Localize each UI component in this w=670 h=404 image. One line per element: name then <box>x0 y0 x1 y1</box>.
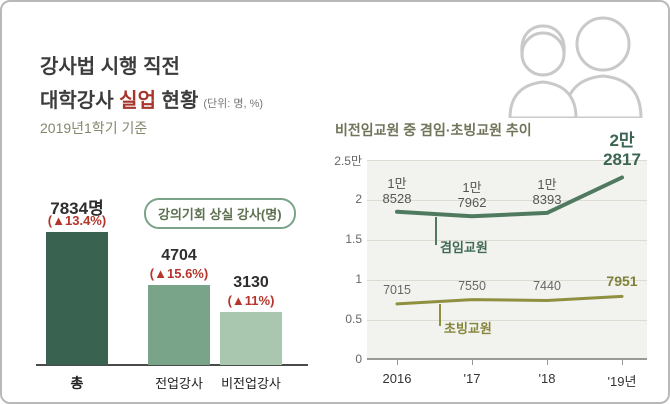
x-tick-label: 2016 <box>382 371 412 386</box>
bar-change: (▲13.4%) <box>47 213 107 228</box>
line-chart-plot-area <box>367 160 647 360</box>
x-tick-label: '19년 <box>607 374 637 389</box>
x-tick-label: '17 <box>463 371 481 386</box>
bar-1 <box>148 285 210 365</box>
series-connector <box>439 304 441 326</box>
series-label-chobing: 초빙교원 <box>444 321 492 336</box>
series-connector <box>435 217 437 245</box>
person-hair-left <box>520 24 566 55</box>
bar-change: (▲15.6%) <box>149 266 209 281</box>
title-part-c: 현황 <box>155 90 199 112</box>
point-label-line: 7962 <box>457 195 487 211</box>
person-head-left <box>520 31 566 77</box>
title-line-2: 대학강사 실업 현황 (단위: 명, %) <box>40 84 263 113</box>
point-label-chobing: 7550 <box>458 278 486 293</box>
bar-2 <box>220 312 282 365</box>
x-tick-label: '18 <box>538 371 556 386</box>
point-label-line: 2만 <box>609 131 635 151</box>
point-label-gyeomim: 1만 8528 <box>357 176 437 206</box>
point-label-line: 1만 <box>462 180 482 196</box>
line-chart-svg <box>367 160 647 321</box>
x-tick-mark <box>622 360 623 365</box>
point-label-chobing: 7440 <box>533 279 561 294</box>
point-label-line: 1만 <box>537 176 557 192</box>
bar-0 <box>46 232 108 365</box>
unit-label: (단위: 명, %) <box>203 98 264 110</box>
title-part-a: 대학강사 <box>40 90 120 112</box>
y-tick-label: 0 <box>355 352 362 366</box>
point-label-line: 1만 <box>387 175 407 191</box>
point-label-chobing: 7015 <box>383 282 411 297</box>
point-label-gyeomim: 1만 7962 <box>432 180 512 210</box>
person-body-left <box>508 80 578 118</box>
callout-box: 강의기회 상실 강사(명) <box>144 198 296 229</box>
bar-value: 3130 <box>233 274 269 291</box>
right-chart-title: 비전임교원 중 겸임·초빙교원 추이 <box>335 122 532 138</box>
bar-value: 4704 <box>161 247 197 264</box>
bar-change: (▲11%) <box>227 293 275 308</box>
point-label-gyeomim: 1만 8393 <box>507 177 587 207</box>
x-tick-mark <box>547 360 548 365</box>
bar-value: 7834명 <box>50 199 104 218</box>
y-tick-label: 2.5만 <box>334 154 362 168</box>
point-label-line: 8393 <box>532 191 562 207</box>
line-chart-x-axis <box>367 358 647 360</box>
y-tick-label: 0.5 <box>345 312 362 326</box>
y-tick-label: 1.5 <box>345 232 362 246</box>
subtitle: 2019년1학기 기준 <box>40 120 148 136</box>
point-label-line: 8528 <box>382 190 412 206</box>
x-tick-mark <box>397 360 398 365</box>
people-illustration <box>508 16 643 118</box>
point-label-chobing: 7951 <box>606 273 638 290</box>
title-part-highlight: 실업 <box>119 90 156 112</box>
y-tick-label: 2 <box>355 192 362 206</box>
bar-category-label: 총 <box>70 375 84 391</box>
title-line-1: 강사법 시행 직전 <box>40 56 180 78</box>
point-label-gyeomim: 2만 2817 <box>582 131 662 169</box>
gyeomim-line <box>395 175 624 219</box>
chobing-line <box>395 294 624 306</box>
bar-category-label: 전업강사 <box>155 376 203 391</box>
point-label-line: 2817 <box>603 150 641 170</box>
y-tick-label: 1 <box>355 272 362 286</box>
bar-chart-x-axis <box>36 364 308 366</box>
person-head-right <box>575 16 631 72</box>
main-title: 강사법 시행 직전 대학강사 실업 현황 (단위: 명, %) <box>40 50 263 113</box>
bar-category-label: 비전업강사 <box>221 376 281 391</box>
series-label-gyeomim: 겸임교원 <box>440 240 488 255</box>
x-tick-mark <box>472 360 473 365</box>
